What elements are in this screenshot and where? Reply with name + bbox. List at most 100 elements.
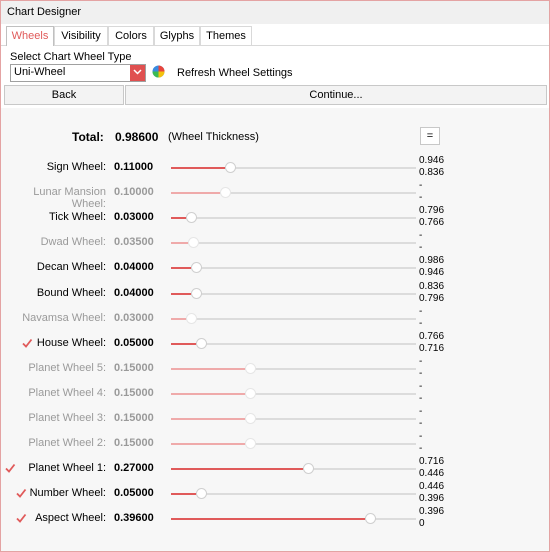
continue-button[interactable]: Continue... xyxy=(125,85,547,105)
wheel-slider[interactable] xyxy=(171,262,416,273)
wheel-type-label: Select Chart Wheel Type xyxy=(10,51,132,63)
wheel-label: Navamsa Wheel: xyxy=(22,312,106,324)
slider-thumb[interactable] xyxy=(244,388,256,399)
tab-wheels[interactable]: Wheels xyxy=(6,26,54,46)
slider-fill xyxy=(171,393,245,395)
title-bar: Chart Designer xyxy=(1,1,549,24)
slider-fill xyxy=(171,493,196,495)
wheel-label: Planet Wheel 1: xyxy=(28,462,106,474)
wheel-range: -- xyxy=(419,306,422,330)
wheel-slider[interactable] xyxy=(171,187,416,198)
slider-fill xyxy=(171,468,304,470)
total-value: 0.98600 xyxy=(115,130,159,144)
wheel-range-outer: - xyxy=(419,356,423,367)
tab-glyphs[interactable]: Glyphs xyxy=(154,26,200,45)
wheel-label: Planet Wheel 3: xyxy=(28,412,106,424)
wheel-range-outer: 0.766 xyxy=(419,331,445,342)
wheel-range-inner: - xyxy=(419,318,423,329)
wheel-label: Planet Wheel 4: xyxy=(28,387,106,399)
slider-fill xyxy=(171,267,191,269)
chevron-down-icon[interactable] xyxy=(130,65,145,81)
slider-thumb[interactable] xyxy=(365,513,377,524)
wheel-range-outer: - xyxy=(419,306,423,317)
slider-thumb[interactable] xyxy=(190,262,202,273)
wheel-range-inner: 0.716 xyxy=(419,343,445,354)
wheel-slider[interactable] xyxy=(171,463,416,474)
wheel-slider[interactable] xyxy=(171,388,416,399)
wheel-range: 0.836 0.796 xyxy=(419,281,444,305)
wheel-range: -- xyxy=(419,431,422,455)
slider-fill xyxy=(171,192,220,194)
checkmark-icon[interactable] xyxy=(15,487,27,499)
slider-thumb[interactable] xyxy=(224,162,236,173)
wheel-label: Sign Wheel: xyxy=(46,161,106,173)
wheel-value: 0.27000 xyxy=(114,462,154,474)
wheel-value: 0.10000 xyxy=(114,186,154,198)
wheel-slider[interactable] xyxy=(171,288,416,299)
wheel-range-outer: 0.796 xyxy=(419,205,445,216)
wheel-range-inner: - xyxy=(419,443,423,454)
wheel-range-inner: 0.796 xyxy=(419,293,445,304)
wheel-value: 0.15000 xyxy=(114,362,154,374)
wheel-range-inner: - xyxy=(419,192,423,203)
wheel-slider[interactable] xyxy=(171,488,416,499)
wheel-slider[interactable] xyxy=(171,338,416,349)
slider-fill xyxy=(171,368,245,370)
slider-thumb[interactable] xyxy=(244,413,256,424)
wheel-range-inner: - xyxy=(419,368,423,379)
wheel-type-value: Uni-Wheel xyxy=(14,66,66,78)
wheel-range: 0.766 0.716 xyxy=(419,331,444,355)
wheel-range-inner: 0.396 xyxy=(419,493,445,504)
slider-thumb[interactable] xyxy=(188,237,200,248)
tab-visibility[interactable]: Visibility xyxy=(54,26,108,45)
slider-thumb[interactable] xyxy=(185,212,197,223)
checkmark-icon[interactable] xyxy=(15,512,27,524)
tab-themes[interactable]: Themes xyxy=(200,26,252,45)
slider-thumb[interactable] xyxy=(244,438,256,449)
wheel-range-outer: - xyxy=(419,230,423,241)
slider-thumb[interactable] xyxy=(195,488,207,499)
wheel-slider[interactable] xyxy=(171,413,416,424)
wheel-range-outer: - xyxy=(419,381,423,392)
wheel-slider[interactable] xyxy=(171,513,416,524)
wheel-slider[interactable] xyxy=(171,237,416,248)
wheel-slider[interactable] xyxy=(171,313,416,324)
slider-fill xyxy=(171,167,225,169)
back-button[interactable]: Back xyxy=(4,85,124,105)
slider-thumb[interactable] xyxy=(185,313,197,324)
wheel-range-inner: - xyxy=(419,242,423,253)
slider-fill xyxy=(171,443,245,445)
wheel-label: Tick Wheel: xyxy=(48,211,106,223)
tab-colors[interactable]: Colors xyxy=(108,26,154,45)
wheel-settings-panel xyxy=(1,108,549,551)
equalize-button[interactable]: = xyxy=(420,127,440,145)
wheel-range-inner: 0.836 xyxy=(419,167,445,178)
wheel-range-outer: 0.396 xyxy=(419,506,445,517)
wheel-range-outer: 0.986 xyxy=(419,255,445,266)
refresh-wheel-icon[interactable] xyxy=(152,65,165,78)
checkmark-icon[interactable] xyxy=(4,462,16,474)
wheel-range-outer: 0.946 xyxy=(419,155,445,166)
refresh-wheel-settings-link[interactable]: Refresh Wheel Settings xyxy=(177,67,293,79)
wheel-slider[interactable] xyxy=(171,438,416,449)
wheel-range-outer: 0.446 xyxy=(419,481,445,492)
total-note: (Wheel Thickness) xyxy=(168,131,259,143)
wheel-value: 0.15000 xyxy=(114,387,154,399)
wheel-range: -- xyxy=(419,406,422,430)
wheel-slider[interactable] xyxy=(171,212,416,223)
wheel-slider[interactable] xyxy=(171,162,416,173)
wheel-range-inner: - xyxy=(419,393,423,404)
slider-thumb[interactable] xyxy=(220,187,231,198)
wheel-value: 0.15000 xyxy=(114,412,154,424)
tab-bar: Wheels Visibility Colors Glyphs Themes xyxy=(1,26,549,46)
wheel-range-inner: - xyxy=(419,418,423,429)
slider-thumb[interactable] xyxy=(244,363,256,374)
wheel-type-select[interactable]: Uni-Wheel xyxy=(10,64,146,82)
slider-thumb[interactable] xyxy=(190,288,202,299)
checkmark-icon[interactable] xyxy=(21,337,33,349)
slider-thumb[interactable] xyxy=(303,463,315,474)
wheel-range: -- xyxy=(419,356,422,380)
wheel-label: Number Wheel: xyxy=(29,487,106,499)
slider-thumb[interactable] xyxy=(195,338,207,349)
wheel-slider[interactable] xyxy=(171,363,416,374)
